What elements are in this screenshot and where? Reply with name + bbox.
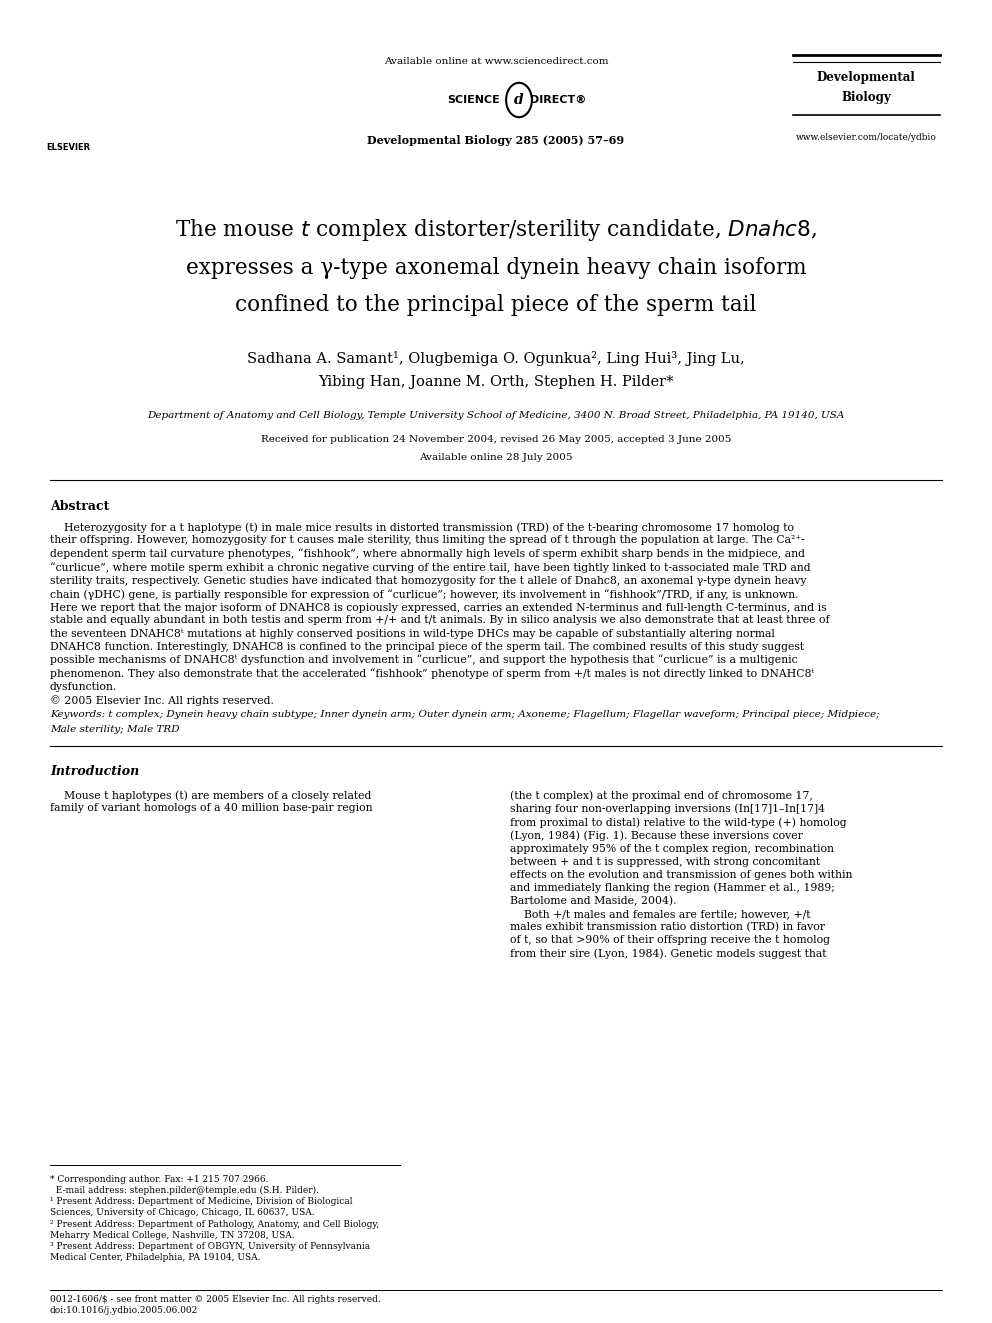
Text: Yibing Han, Joanne M. Orth, Stephen H. Pilder*: Yibing Han, Joanne M. Orth, Stephen H. P… [318, 374, 674, 389]
Text: Developmental: Developmental [816, 70, 916, 83]
Text: www.elsevier.com/locate/ydbio: www.elsevier.com/locate/ydbio [796, 134, 936, 143]
Text: * Corresponding author. Fax: +1 215 707 2966.
  E-mail address: stephen.pilder@t: * Corresponding author. Fax: +1 215 707 … [50, 1175, 379, 1262]
Text: d: d [514, 93, 524, 107]
Text: (the t complex) at the proximal end of chromosome 17,
sharing four non-overlappi: (the t complex) at the proximal end of c… [510, 790, 852, 959]
Text: expresses a γ-type axonemal dynein heavy chain isoform: expresses a γ-type axonemal dynein heavy… [186, 257, 806, 279]
Text: Male sterility; Male TRD: Male sterility; Male TRD [50, 725, 180, 734]
Text: Biology: Biology [841, 91, 891, 105]
Text: Department of Anatomy and Cell Biology, Temple University School of Medicine, 34: Department of Anatomy and Cell Biology, … [148, 410, 844, 419]
Text: SCIENCE: SCIENCE [447, 95, 500, 105]
Text: DIRECT®: DIRECT® [530, 95, 586, 105]
Text: Heterozygosity for a t haplotype (t) in male mice results in distorted transmiss: Heterozygosity for a t haplotype (t) in … [50, 523, 829, 706]
Text: Received for publication 24 November 2004, revised 26 May 2005, accepted 3 June : Received for publication 24 November 200… [261, 435, 731, 445]
Text: ELSEVIER: ELSEVIER [46, 143, 90, 152]
Text: confined to the principal piece of the sperm tail: confined to the principal piece of the s… [235, 294, 757, 316]
Text: Developmental Biology 285 (2005) 57–69: Developmental Biology 285 (2005) 57–69 [367, 135, 625, 146]
Text: Available online 28 July 2005: Available online 28 July 2005 [420, 454, 572, 463]
Text: Mouse t haplotypes (t) are members of a closely related
family of variant homolo: Mouse t haplotypes (t) are members of a … [50, 790, 373, 814]
Text: Abstract: Abstract [50, 500, 109, 513]
Text: Sadhana A. Samant¹, Olugbemiga O. Ogunkua², Ling Hui³, Jing Lu,: Sadhana A. Samant¹, Olugbemiga O. Ogunku… [247, 351, 745, 365]
Text: The mouse $t$ complex distorter/sterility candidate, $\it{Dnahc8}$,: The mouse $t$ complex distorter/sterilit… [175, 217, 817, 243]
Text: 0012-1606/$ - see front matter © 2005 Elsevier Inc. All rights reserved.
doi:10.: 0012-1606/$ - see front matter © 2005 El… [50, 1295, 381, 1315]
Text: Available online at www.sciencedirect.com: Available online at www.sciencedirect.co… [384, 57, 608, 66]
Text: Keywords: t complex; Dynein heavy chain subtype; Inner dynein arm; Outer dynein : Keywords: t complex; Dynein heavy chain … [50, 710, 880, 718]
Text: Introduction: Introduction [50, 765, 139, 778]
